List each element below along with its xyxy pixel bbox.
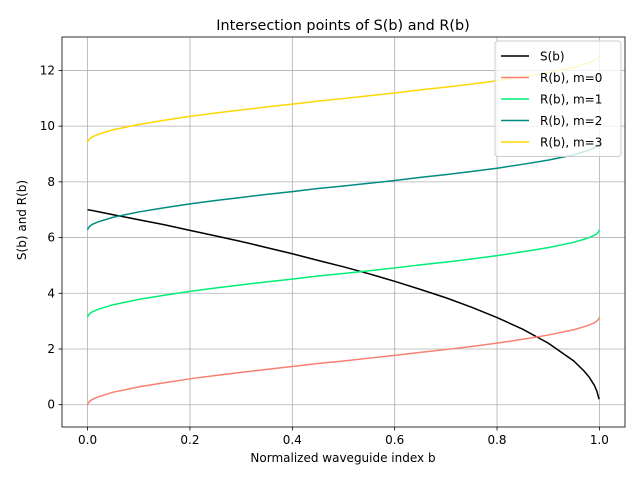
series-line-1 (86, 317, 601, 405)
x-tick-label: 0.0 (78, 433, 97, 447)
legend-entry: R(b), m=1 (540, 93, 602, 107)
legend: S(b) R(b), m=0 R(b), m=1 R(b), m=2 R(b), m=3 (494, 40, 622, 157)
y-tick-label: 2 (47, 342, 55, 356)
legend-entry: R(b), m=3 (540, 136, 602, 150)
y-axis-ticks: 0 2 4 6 8 10 12 (40, 63, 62, 412)
y-tick-label: 8 (47, 175, 55, 189)
x-tick-label: 1.0 (590, 433, 609, 447)
y-tick-label: 6 (47, 231, 55, 245)
series-line-2 (86, 229, 601, 318)
x-axis-label: Normalized waveguide index b (250, 451, 435, 465)
x-tick-label: 0.2 (180, 433, 199, 447)
x-tick-label: 0.6 (385, 433, 404, 447)
plot-frame (61, 36, 626, 428)
y-tick-label: 0 (47, 398, 55, 412)
x-tick-label: 0.4 (283, 433, 302, 447)
legend-entry: R(b), m=2 (540, 114, 602, 128)
series-line-0 (87, 208, 600, 400)
legend-entry: S(b) (540, 50, 565, 64)
x-tick-label: 0.8 (487, 433, 506, 447)
y-tick-label: 4 (47, 286, 55, 300)
y-axis-label: S(b) and R(b) (15, 180, 29, 260)
chart-title: Intersection points of S(b) and R(b) (216, 18, 469, 34)
x-axis-ticks: 0.0 0.2 0.4 0.6 0.8 1.0 (78, 427, 609, 447)
legend-entry: R(b), m=0 (540, 71, 602, 85)
y-tick-label: 12 (40, 63, 55, 77)
y-tick-label: 10 (40, 119, 55, 133)
legend-box (494, 40, 622, 157)
